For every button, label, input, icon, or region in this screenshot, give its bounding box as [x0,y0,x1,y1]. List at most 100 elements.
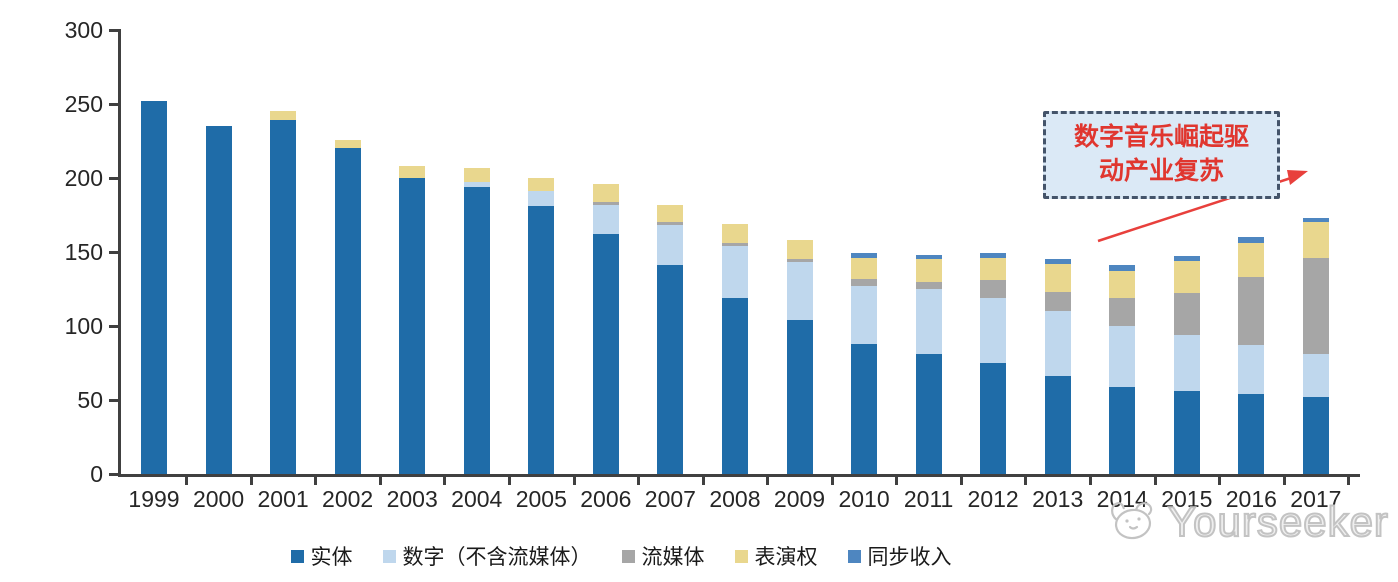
x-tick-label-2012: 2012 [967,486,1019,512]
bar-segment-physical-2010 [851,343,878,474]
x-tick [959,477,963,485]
x-tick-label-2009: 2009 [773,486,826,512]
bar-segment-physical-2017 [1302,397,1329,474]
bar-segment-performance-rights-2008 [721,223,748,244]
y-axis-line [118,29,121,476]
bar-segment-physical-2000 [205,126,232,474]
y-tick-label-200: 200 [64,165,103,191]
bar-segment-digital-excl-streaming-2005 [528,191,555,207]
legend-item-streaming: 流媒体 [621,541,705,571]
bar-segment-digital-excl-streaming-2007 [657,225,684,266]
watermark: Yourseeker [1106,497,1389,546]
y-tick-100 [109,325,118,328]
legend-swatch-physical [290,549,304,563]
x-tick-label-2007: 2007 [644,486,696,512]
y-tick-label-0: 0 [90,461,103,487]
bar-segment-digital-excl-streaming-2009 [786,262,813,321]
annotation-callout: 数字音乐崛起驱 动产业复苏 [1043,111,1280,199]
bar-segment-sync-revenue-2014 [1109,265,1136,272]
bar-segment-streaming-2016 [1238,277,1265,346]
bar-segment-performance-rights-2004 [463,167,490,183]
bar-segment-physical-2003 [399,178,426,474]
legend-label-streaming: 流媒体 [641,545,705,569]
y-tick-300 [109,29,118,32]
bar-segment-streaming-2017 [1302,257,1329,355]
legend-label-physical: 实体 [310,545,353,569]
bar-segment-digital-excl-streaming-2015 [1173,334,1200,392]
y-tick-150 [109,251,118,254]
bar-segment-performance-rights-2013 [1044,263,1071,292]
bar-segment-digital-excl-streaming-2008 [721,246,748,298]
bar-segment-streaming-2010 [851,278,878,287]
bar-segment-performance-rights-2010 [851,257,878,279]
bar-segment-digital-excl-streaming-2013 [1044,311,1071,377]
legend-item-digital-excl-streaming: 数字（不含流媒体） [382,541,592,571]
x-tick-label-2013: 2013 [1032,486,1084,512]
bar-segment-sync-revenue-2016 [1238,237,1265,244]
y-tick-label-300: 300 [64,17,103,43]
annotation-text-line2: 动产业复苏 [1098,158,1224,185]
bar-segment-digital-excl-streaming-2014 [1109,326,1136,387]
x-tick [378,477,382,485]
legend-label-performance-rights: 表演权 [754,545,818,569]
bar-segment-digital-excl-streaming-2010 [851,286,878,344]
x-tick [830,477,834,485]
x-tick [1218,477,1222,485]
x-tick-label-2005: 2005 [515,486,567,512]
bar-segment-digital-excl-streaming-2011 [915,289,942,355]
bar-segment-physical-2011 [915,354,942,474]
bar-segment-streaming-2008 [721,243,748,247]
bar-segment-streaming-2006 [592,201,619,205]
x-tick [249,477,253,485]
x-tick-label-2017: 2017 [1290,486,1342,512]
watermark-text: Yourseeker [1167,497,1389,546]
x-tick [185,477,189,485]
bar-segment-sync-revenue-2010 [851,253,878,258]
legend-swatch-performance-rights [734,549,748,563]
bar-segment-performance-rights-2015 [1173,260,1200,294]
x-tick [314,477,318,485]
bar-segment-performance-rights-2017 [1302,222,1329,258]
bar-segment-physical-2001 [270,120,297,474]
bar-segment-streaming-2014 [1109,297,1136,326]
x-tick [1347,477,1351,485]
x-tick-label-2002: 2002 [322,486,374,512]
x-tick [1153,477,1157,485]
legend-swatch-streaming [621,549,635,563]
x-tick-label-2003: 2003 [386,486,438,512]
bar-segment-sync-revenue-2012 [980,253,1007,258]
bar-segment-physical-2002 [334,148,361,474]
x-tick [701,477,705,485]
x-tick [895,477,899,485]
bar-segment-streaming-2011 [915,281,942,289]
x-tick [1088,477,1092,485]
bar-segment-streaming-2013 [1044,291,1071,312]
bar-segment-performance-rights-2002 [334,139,361,149]
x-tick-label-2001: 2001 [257,486,309,512]
bar-segment-streaming-2012 [980,280,1007,298]
bar-segment-physical-2005 [528,206,555,474]
bar-segment-physical-2004 [463,186,490,474]
x-tick-label-2014: 2014 [1096,486,1148,512]
y-tick-label-50: 50 [77,387,103,413]
bar-segment-sync-revenue-2015 [1173,256,1200,261]
x-tick [766,477,770,485]
bar-segment-digital-excl-streaming-2004 [463,182,490,187]
bar-segment-sync-revenue-2011 [915,254,942,260]
bar-segment-physical-2006 [592,234,619,474]
bar-segment-performance-rights-2005 [528,178,555,192]
bar-segment-digital-excl-streaming-2017 [1302,354,1329,398]
legend-item-performance-rights: 表演权 [734,541,818,571]
bar-segment-streaming-2015 [1173,293,1200,335]
bar-segment-digital-excl-streaming-2006 [592,204,619,235]
bar-segment-performance-rights-2003 [399,166,426,178]
x-tick-label-2010: 2010 [838,486,890,512]
chart-legend: 实体 数字（不含流媒体） 流媒体 表演权 同步收入 [0,541,1398,571]
bar-segment-performance-rights-2016 [1238,243,1265,278]
x-tick-label-2006: 2006 [580,486,632,512]
bar-segment-sync-revenue-2013 [1044,259,1071,264]
x-tick-label-2000: 2000 [192,486,245,512]
x-tick-label-2016: 2016 [1225,486,1277,512]
legend-label-sync-revenue: 同步收入 [867,545,952,569]
